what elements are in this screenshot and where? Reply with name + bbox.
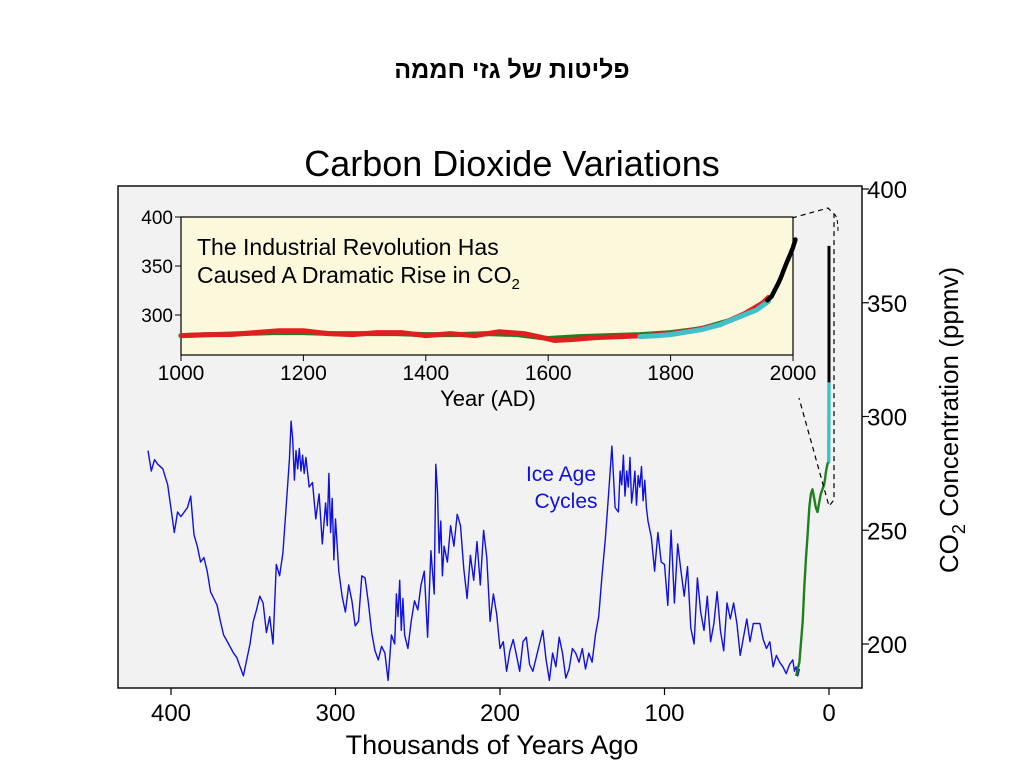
main-y-tick-label: 400 (867, 177, 907, 204)
main-y-tick-label: 250 (867, 518, 907, 545)
annotation-cycles: Cycles (534, 490, 597, 513)
inset-title-line-1: The Industrial Revolution Has (197, 234, 499, 260)
main-x-tick-label: 400 (151, 700, 191, 727)
inset-chart: The Industrial Revolution Has Caused A D… (141, 208, 816, 411)
ylabel-rest: Concentration (ppmv) (934, 267, 964, 524)
main-x-tick-label: 100 (644, 700, 684, 727)
inset-x-tick-label: 1400 (402, 362, 449, 385)
annotation-ice-age: Ice Age (526, 463, 596, 486)
ylabel-sub: 2 (949, 524, 969, 534)
inset-series-line-cyan (637, 298, 771, 340)
main-y-tick-label: 350 (867, 291, 907, 318)
inset-x-tick-label: 1200 (280, 362, 327, 385)
main-x-axis-label: Thousands of Years Ago (346, 730, 639, 760)
main-y-tick-label: 200 (867, 632, 907, 659)
inset-y-tick-label: 300 (141, 306, 173, 327)
inset-x-axis-label: Year (AD) (440, 386, 536, 411)
inset-y-tick-label: 400 (141, 208, 173, 229)
zoom-bracket (833, 213, 839, 233)
inset-x-tick-label: 2000 (770, 362, 817, 385)
main-x-tick-label: 300 (315, 700, 355, 727)
main-y-tick-label: 300 (867, 405, 907, 432)
recent-series-line (794, 459, 830, 677)
svg-text:CO2 Concentration (ppmv): CO2 Concentration (ppmv) (934, 267, 969, 573)
ice-core-series-line (147, 420, 801, 682)
inset-x-tick-label: 1800 (647, 362, 694, 385)
inset-x-tick-label: 1600 (525, 362, 572, 385)
main-y-axis-label: CO2 Concentration (ppmv) (934, 267, 969, 573)
inset-series-line-black (765, 237, 798, 303)
main-x-tick-label: 200 (480, 700, 520, 727)
main-chart-title: Carbon Dioxide Variations (304, 143, 720, 184)
zoom-connector (791, 207, 835, 508)
slide-title: פליטות של גזי חממה (394, 56, 630, 84)
main-x-tick-label: 0 (822, 700, 835, 727)
ylabel-co: CO (934, 534, 964, 573)
inset-title-line-2: Caused A Dramatic Rise in CO2 (197, 262, 520, 293)
inset-y-tick-label: 350 (141, 257, 173, 278)
inset-x-tick-label: 1000 (158, 362, 205, 385)
